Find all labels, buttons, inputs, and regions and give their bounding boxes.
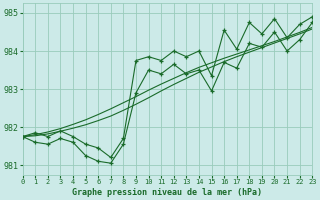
X-axis label: Graphe pression niveau de la mer (hPa): Graphe pression niveau de la mer (hPa) — [72, 188, 262, 197]
